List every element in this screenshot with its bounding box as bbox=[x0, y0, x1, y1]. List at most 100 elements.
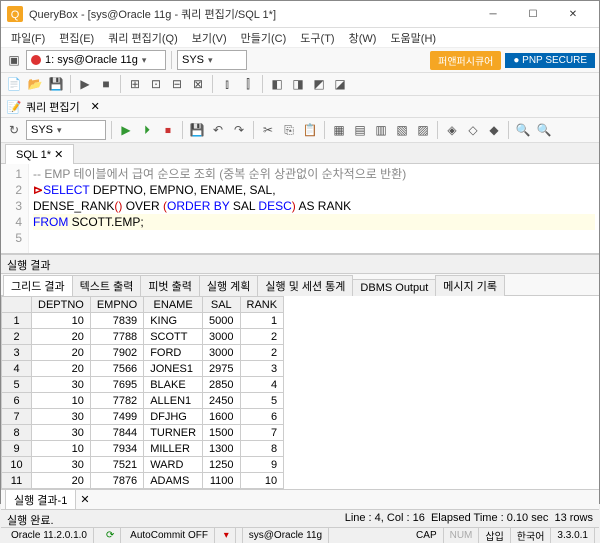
menu-window[interactable]: 창(W) bbox=[343, 28, 383, 48]
zoom-in-icon[interactable]: 🔍 bbox=[514, 121, 532, 139]
menu-help[interactable]: 도움말(H) bbox=[384, 28, 442, 48]
bottom-tab-1[interactable]: 실행 결과-1 bbox=[5, 489, 76, 511]
brand-right: ● PNP SECURE bbox=[505, 53, 595, 68]
zoom-out-icon[interactable]: 🔍 bbox=[535, 121, 553, 139]
window-title: QueryBox - [sys@Oracle 11g - 쿼리 편집기/SQL … bbox=[29, 6, 473, 22]
t2-icon[interactable]: ▤ bbox=[351, 121, 369, 139]
schema-dropdown-2[interactable]: SYS bbox=[26, 120, 106, 140]
menu-query[interactable]: 쿼리 편집기(Q) bbox=[102, 28, 184, 48]
tab-message-log[interactable]: 메시지 기록 bbox=[435, 275, 505, 296]
table-row[interactable]: 1107839KING50001 bbox=[2, 313, 284, 329]
menu-file[interactable]: 파일(F) bbox=[5, 28, 51, 48]
toolbar-1: ▣ 1: sys@Oracle 11g SYS 퍼앤퍼시큐어 ● PNP SEC… bbox=[1, 48, 599, 73]
status-version: Oracle 11.2.0.1.0 bbox=[5, 528, 94, 543]
editor-tab-icon: 📝 bbox=[5, 98, 23, 116]
table-row[interactable]: 7307499DFJHG16006 bbox=[2, 409, 284, 425]
editor-tab-close-icon[interactable]: ✕ bbox=[87, 98, 104, 115]
status-ins: 삽입 bbox=[479, 528, 510, 543]
tool-g-icon[interactable]: ◧ bbox=[268, 75, 286, 93]
status-build: 3.3.0.1 bbox=[551, 528, 595, 543]
sql-tab-bar: SQL 1* ✕ bbox=[1, 143, 599, 164]
status-cap: CAP bbox=[410, 528, 444, 543]
t1-icon[interactable]: ▦ bbox=[330, 121, 348, 139]
sql-tab-close-icon[interactable]: ✕ bbox=[54, 149, 63, 161]
stop-icon[interactable]: ■ bbox=[97, 75, 115, 93]
cut-icon[interactable]: ✂ bbox=[259, 121, 277, 139]
session-dropdown[interactable]: 1: sys@Oracle 11g bbox=[26, 50, 166, 70]
status-done: 실행 완료. Line : 4, Col : 16 Elapsed Time :… bbox=[1, 509, 599, 527]
exec2-icon[interactable]: ⏵ bbox=[138, 121, 156, 139]
menu-view[interactable]: 보기(V) bbox=[186, 28, 233, 48]
svg-text:Q: Q bbox=[11, 9, 20, 21]
line-gutter: 12345 bbox=[1, 164, 29, 253]
table-row[interactable]: 11207876ADAMS110010 bbox=[2, 473, 284, 489]
app-icon: Q bbox=[7, 6, 23, 22]
toolbar-3: ↻ SYS ▶ ⏵ ⏹ 💾 ↶ ↷ ✂ ⎘ 📋 ▦ ▤ ▥ ▧ ▨ ◈ ◇ ◆ … bbox=[1, 118, 599, 143]
t8-icon[interactable]: ◆ bbox=[485, 121, 503, 139]
tool-h-icon[interactable]: ◨ bbox=[289, 75, 307, 93]
t7-icon[interactable]: ◇ bbox=[464, 121, 482, 139]
tab-grid-result[interactable]: 그리드 결과 bbox=[3, 275, 73, 296]
t4-icon[interactable]: ▧ bbox=[393, 121, 411, 139]
run-icon[interactable]: ▶ bbox=[76, 75, 94, 93]
new-session-icon[interactable]: ▣ bbox=[5, 51, 23, 69]
table-row[interactable]: 5307695BLAKE28504 bbox=[2, 377, 284, 393]
tool-e-icon[interactable]: ⫾ bbox=[218, 75, 236, 93]
tool-i-icon[interactable]: ◩ bbox=[310, 75, 328, 93]
close-button[interactable]: ✕ bbox=[553, 1, 593, 27]
tool-d-icon[interactable]: ⊠ bbox=[189, 75, 207, 93]
maximize-button[interactable]: ☐ bbox=[513, 1, 553, 27]
bottom-tab-close-icon[interactable]: ✕ bbox=[76, 493, 93, 506]
t3-icon[interactable]: ▥ bbox=[372, 121, 390, 139]
save-icon[interactable]: 💾 bbox=[47, 75, 65, 93]
tool-j-icon[interactable]: ◪ bbox=[331, 75, 349, 93]
menu-tools[interactable]: 도구(T) bbox=[294, 28, 340, 48]
menu-edit[interactable]: 편집(E) bbox=[53, 28, 100, 48]
redo-icon[interactable]: ↷ bbox=[230, 121, 248, 139]
code-area[interactable]: -- EMP 테이블에서 급여 순으로 조회 (중복 순위 상관없이 순차적으로… bbox=[29, 164, 599, 253]
tab-pivot-output[interactable]: 피벗 출력 bbox=[140, 275, 200, 296]
table-row[interactable]: 2207788SCOTT30002 bbox=[2, 329, 284, 345]
t6-icon[interactable]: ◈ bbox=[443, 121, 461, 139]
tool-a-icon[interactable]: ⊞ bbox=[126, 75, 144, 93]
status-lang: 한국어 bbox=[511, 528, 552, 543]
new-icon[interactable]: 📄 bbox=[5, 75, 23, 93]
tool-b-icon[interactable]: ⊡ bbox=[147, 75, 165, 93]
sql-editor[interactable]: 12345 -- EMP 테이블에서 급여 순으로 조회 (중복 순위 상관없이… bbox=[1, 164, 599, 254]
tab-dbms-output[interactable]: DBMS Output bbox=[352, 279, 436, 296]
disk-icon[interactable]: 💾 bbox=[188, 121, 206, 139]
results-header: 실행 결과 bbox=[1, 254, 599, 274]
status-bar: Oracle 11.2.0.1.0 ⟳ AutoCommit OFF ▾ sys… bbox=[1, 527, 599, 543]
undo-icon[interactable]: ↶ bbox=[209, 121, 227, 139]
brand-left: 퍼앤퍼시큐어 bbox=[430, 51, 501, 70]
result-grid[interactable]: DEPTNOEMPNOENAMESALRANK1107839KING500012… bbox=[1, 296, 599, 489]
status-session: sys@Oracle 11g bbox=[243, 528, 329, 543]
tab-exec-plan[interactable]: 실행 계획 bbox=[199, 275, 259, 296]
exec-icon[interactable]: ▶ bbox=[117, 121, 135, 139]
status-autocommit: ⟳ AutoCommit OFF ▾ bbox=[94, 528, 243, 543]
editor-tab-label[interactable]: 쿼리 편집기 bbox=[26, 99, 80, 115]
minimize-button[interactable]: ─ bbox=[473, 1, 513, 27]
tool-c-icon[interactable]: ⊟ bbox=[168, 75, 186, 93]
tool-f-icon[interactable]: ⫿ bbox=[239, 75, 257, 93]
table-row[interactable]: 4207566JONES129753 bbox=[2, 361, 284, 377]
title-bar: Q QueryBox - [sys@Oracle 11g - 쿼리 편집기/SQ… bbox=[1, 1, 599, 28]
table-row[interactable]: 9107934MILLER13008 bbox=[2, 441, 284, 457]
table-row[interactable]: 10307521WARD12509 bbox=[2, 457, 284, 473]
exec3-icon[interactable]: ⏹ bbox=[159, 121, 177, 139]
paste-icon[interactable]: 📋 bbox=[301, 121, 319, 139]
toolbar-2: 📄 📂 💾 ▶ ■ ⊞ ⊡ ⊟ ⊠ ⫾ ⫿ ◧ ◨ ◩ ◪ bbox=[1, 73, 599, 96]
open-icon[interactable]: 📂 bbox=[26, 75, 44, 93]
menu-create[interactable]: 만들기(C) bbox=[235, 28, 293, 48]
tab-text-output[interactable]: 텍스트 출력 bbox=[72, 275, 142, 296]
sql-tab[interactable]: SQL 1* ✕ bbox=[5, 144, 74, 164]
refresh-icon[interactable]: ↻ bbox=[5, 121, 23, 139]
copy-icon[interactable]: ⎘ bbox=[280, 121, 298, 139]
tab-session-stats[interactable]: 실행 및 세션 통계 bbox=[257, 275, 353, 296]
table-row[interactable]: 8307844TURNER15007 bbox=[2, 425, 284, 441]
t5-icon[interactable]: ▨ bbox=[414, 121, 432, 139]
table-row[interactable]: 6107782ALLEN124505 bbox=[2, 393, 284, 409]
schema-dropdown[interactable]: SYS bbox=[177, 50, 247, 70]
status-num: NUM bbox=[444, 528, 480, 543]
table-row[interactable]: 3207902FORD30002 bbox=[2, 345, 284, 361]
